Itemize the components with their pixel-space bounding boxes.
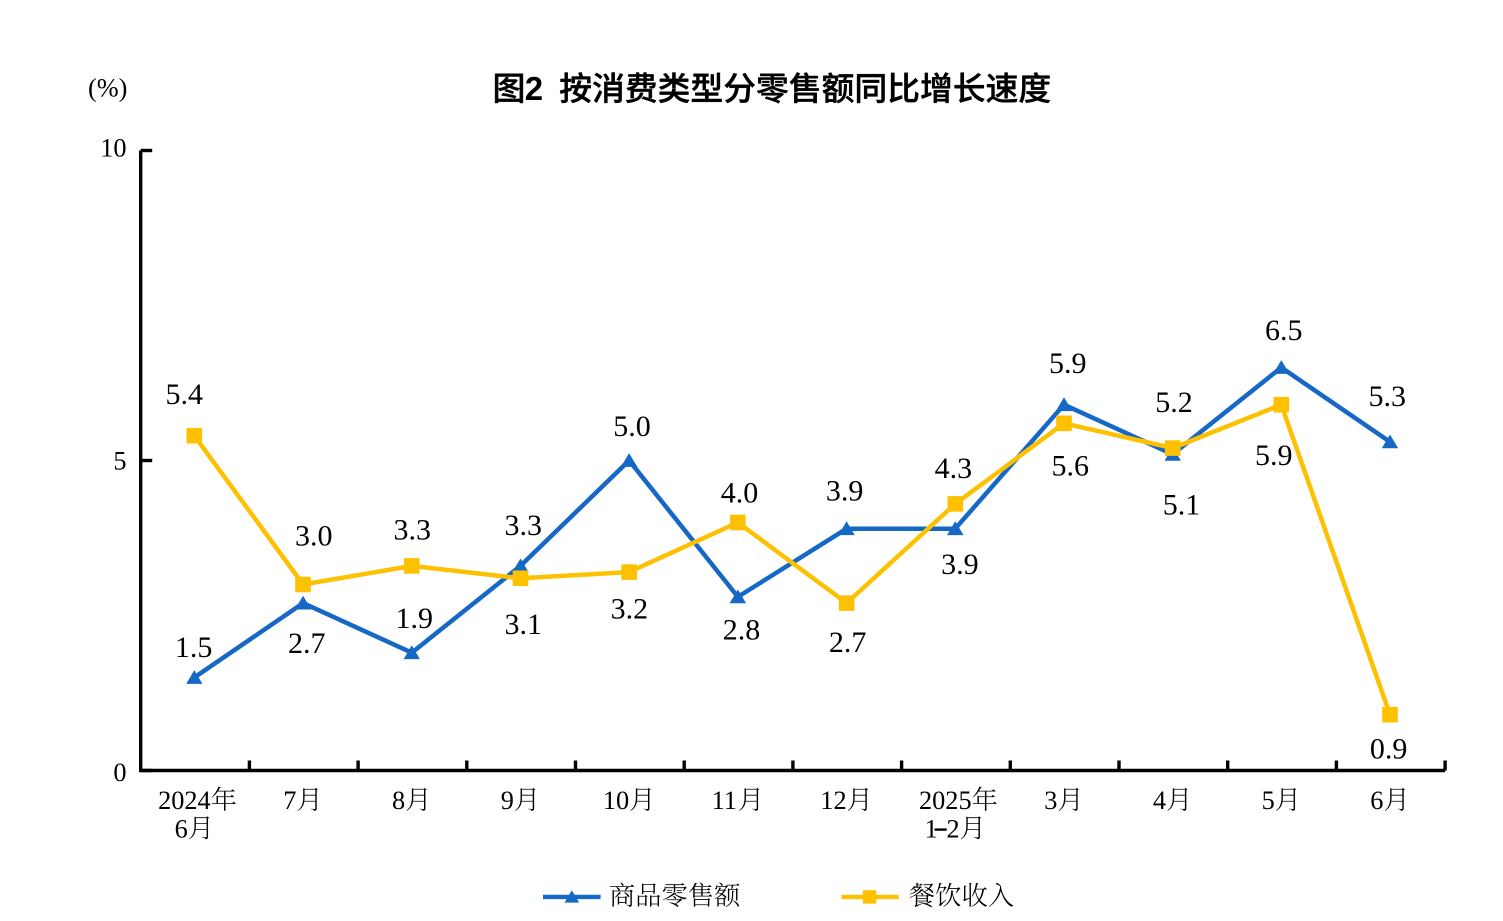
svg-text:3.1: 3.1	[504, 608, 542, 641]
svg-text:3.0: 3.0	[295, 520, 333, 553]
svg-text:3.9: 3.9	[826, 474, 864, 507]
svg-text:4: 4	[1153, 786, 1166, 815]
svg-text:2.7: 2.7	[829, 626, 867, 659]
svg-text:1.5: 1.5	[175, 631, 213, 664]
svg-text:10: 10	[100, 134, 126, 163]
svg-text:3.3: 3.3	[504, 509, 542, 542]
svg-text:8: 8	[392, 786, 405, 815]
svg-text:2.7: 2.7	[288, 627, 326, 660]
svg-text:5.1: 5.1	[1163, 489, 1201, 522]
svg-text:3.3: 3.3	[394, 513, 432, 546]
svg-text:11: 11	[712, 786, 737, 815]
svg-text:1.9: 1.9	[395, 602, 433, 635]
svg-text:5.0: 5.0	[613, 410, 651, 443]
svg-text:6: 6	[1370, 786, 1383, 815]
svg-text:3.2: 3.2	[611, 593, 649, 626]
svg-text:5.4: 5.4	[165, 378, 203, 411]
svg-text:9: 9	[501, 786, 514, 815]
svg-text:2024: 2024	[158, 786, 211, 815]
svg-text:10: 10	[603, 786, 629, 815]
svg-text:5: 5	[1262, 786, 1275, 815]
svg-text:2025: 2025	[919, 786, 972, 815]
svg-text:1: 1	[925, 814, 938, 843]
svg-text:4.3: 4.3	[935, 452, 973, 485]
svg-text:4.0: 4.0	[721, 477, 759, 510]
svg-text:3: 3	[1044, 786, 1057, 815]
svg-text:5.9: 5.9	[1255, 439, 1293, 472]
svg-text:3.9: 3.9	[941, 548, 979, 581]
svg-text:5.3: 5.3	[1369, 380, 1407, 413]
svg-text:0.9: 0.9	[1370, 732, 1408, 765]
svg-text:(%): (%)	[88, 73, 127, 102]
svg-text:0: 0	[113, 758, 126, 787]
svg-text:5.6: 5.6	[1052, 449, 1090, 482]
svg-text:5.9: 5.9	[1049, 347, 1087, 380]
svg-text:6.5: 6.5	[1265, 314, 1303, 347]
svg-text:6: 6	[175, 814, 188, 843]
svg-text:2.8: 2.8	[723, 613, 761, 646]
svg-text:7: 7	[283, 786, 296, 815]
svg-text:2: 2	[525, 70, 543, 107]
svg-text:12: 12	[820, 786, 846, 815]
svg-text:5.2: 5.2	[1155, 386, 1193, 419]
svg-text:2: 2	[947, 814, 960, 843]
svg-text:5: 5	[113, 446, 126, 475]
